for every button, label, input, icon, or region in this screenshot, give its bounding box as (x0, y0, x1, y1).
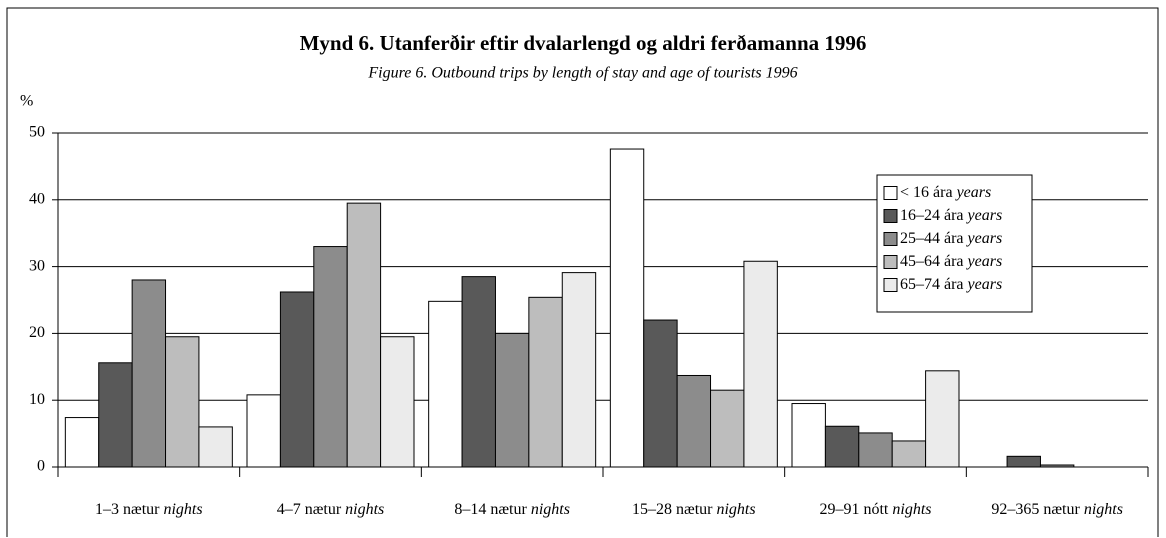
bar (380, 336, 415, 468)
bar (824, 425, 860, 468)
bar (246, 394, 281, 468)
bar (428, 300, 463, 468)
legend-label: 65–74 ára years (900, 276, 1002, 293)
bar (165, 336, 200, 468)
category-name: 4–7 nætur (277, 501, 342, 518)
bar (561, 272, 597, 468)
category-unit: nights (892, 501, 931, 518)
bar (1006, 455, 1041, 468)
legend-name: < 16 ára (900, 184, 953, 201)
x-tick-label: 92–365 nætur nights (991, 501, 1123, 518)
y-tick-label: 50 (29, 124, 45, 141)
category-name: 8–14 nætur (454, 501, 527, 518)
bar (313, 246, 348, 468)
category-name: 15–28 nætur (632, 501, 713, 518)
category-name: 1–3 nætur (95, 501, 160, 518)
x-tick-label: 4–7 nætur nights (277, 501, 385, 518)
category-name: 92–365 nætur (991, 501, 1080, 518)
legend-name: 25–44 ára (900, 230, 964, 247)
bar (346, 202, 382, 468)
legend-swatch (883, 186, 898, 200)
legend-unit: years (966, 276, 1003, 293)
chart-subtitle: Figure 6. Outbound trips by length of st… (367, 65, 797, 82)
bar (925, 370, 960, 468)
bar (743, 260, 778, 468)
bar (198, 426, 233, 468)
bar (891, 440, 927, 468)
legend-label: 45–64 ára years (900, 253, 1002, 270)
legend-unit: years (966, 230, 1003, 247)
bar (64, 417, 100, 468)
chart-title: Mynd 6. Utanferðir eftir dvalarlengd og … (300, 31, 867, 55)
bar (643, 319, 678, 468)
bar (528, 296, 563, 468)
legend-unit: years (966, 253, 1003, 270)
y-tick-label: 20 (29, 324, 45, 341)
legend-swatch (883, 255, 898, 269)
category-unit: nights (716, 501, 755, 518)
y-tick-label: 40 (29, 190, 45, 207)
bar (494, 332, 530, 468)
y-tick-label: 30 (29, 257, 45, 274)
legend-name: 16–24 ára (900, 207, 964, 224)
legend-name: 65–74 ára (900, 276, 964, 293)
y-axis-label: % (20, 93, 33, 110)
y-tick-label: 0 (37, 458, 45, 475)
bar (131, 279, 167, 468)
frame (6, 7, 1159, 537)
legend-label: 16–24 ára years (900, 207, 1002, 224)
legend-box (876, 174, 1033, 313)
legend-swatch (883, 278, 898, 292)
x-tick-label: 8–14 nætur nights (454, 501, 570, 518)
category-name: 29–91 nótt (819, 501, 888, 518)
legend-unit: years (966, 207, 1003, 224)
legend-unit: years (955, 184, 992, 201)
x-tick-label: 1–3 nætur nights (95, 501, 203, 518)
bar (676, 374, 712, 468)
legend-label: 25–44 ára years (900, 230, 1002, 247)
bar (791, 403, 826, 468)
legend-label: < 16 ára years (900, 184, 991, 201)
legend-swatch (883, 209, 898, 223)
legend-name: 45–64 ára (900, 253, 964, 270)
bar (609, 148, 645, 468)
bar (98, 362, 133, 468)
category-unit: nights (345, 501, 384, 518)
legend-swatch (883, 232, 898, 246)
bar (461, 276, 496, 468)
category-unit: nights (531, 501, 570, 518)
category-unit: nights (1084, 501, 1123, 518)
x-tick-label: 29–91 nótt nights (819, 501, 931, 518)
x-tick-label: 15–28 nætur nights (632, 501, 756, 518)
bar (858, 432, 893, 468)
y-tick-label: 10 (29, 391, 45, 408)
category-unit: nights (163, 501, 202, 518)
bar (279, 291, 315, 468)
bar (710, 389, 745, 468)
